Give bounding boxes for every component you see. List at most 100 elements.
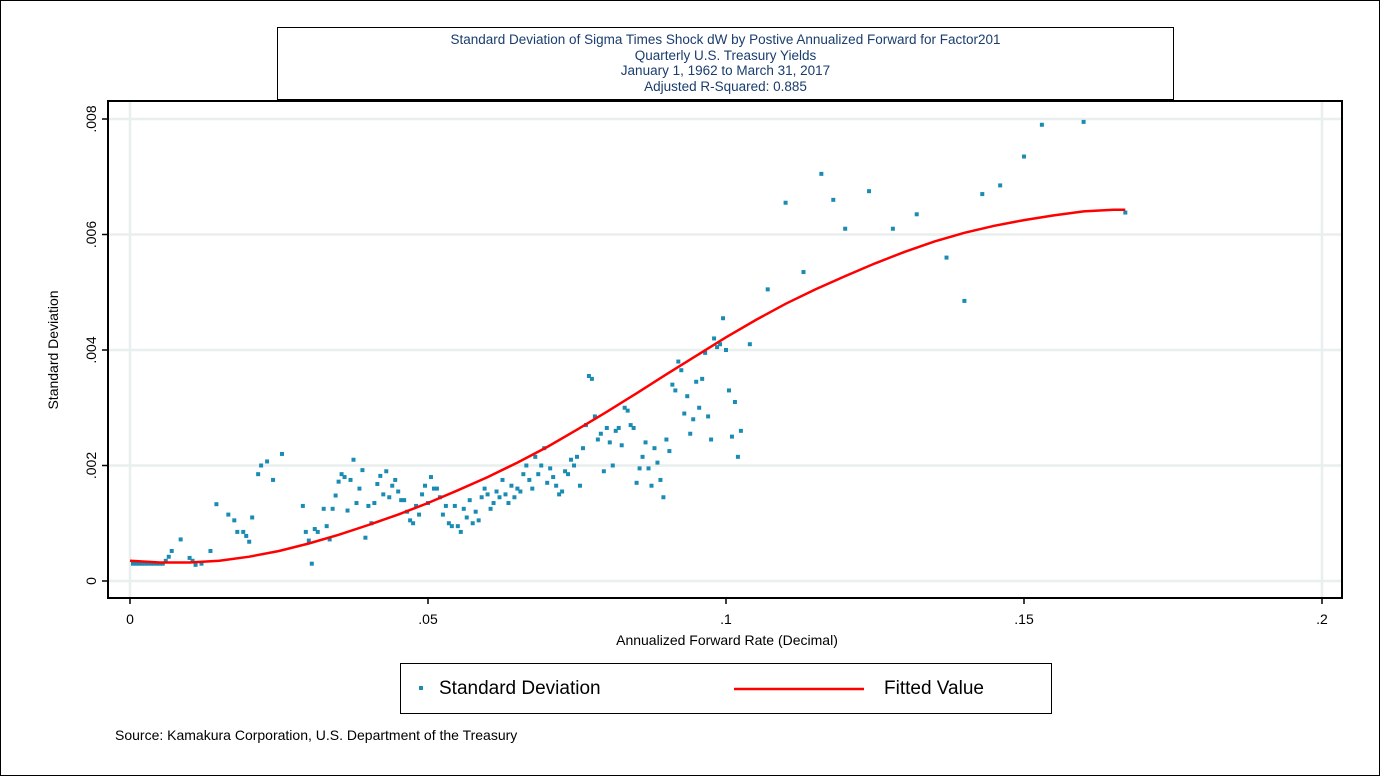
y-tick-label: .006 xyxy=(83,221,99,248)
data-point xyxy=(539,463,544,468)
data-point xyxy=(831,197,836,202)
data-point xyxy=(151,561,156,566)
data-point xyxy=(631,425,636,430)
data-point xyxy=(548,466,553,471)
data-point xyxy=(506,501,511,506)
data-point xyxy=(613,428,618,433)
data-point xyxy=(190,558,195,563)
data-point xyxy=(178,537,183,542)
data-point xyxy=(411,521,416,526)
data-point xyxy=(467,498,472,503)
data-point xyxy=(819,171,824,176)
data-point xyxy=(479,495,484,500)
data-point xyxy=(661,495,666,500)
data-point xyxy=(339,472,344,477)
data-point xyxy=(640,454,645,459)
data-point xyxy=(616,425,621,430)
data-point xyxy=(676,359,681,364)
data-point xyxy=(625,408,630,413)
data-point xyxy=(458,529,463,534)
data-point xyxy=(646,466,651,471)
data-point xyxy=(166,554,171,559)
data-point xyxy=(482,486,487,491)
data-point xyxy=(694,379,699,384)
data-point xyxy=(446,521,451,526)
chart-title: Standard Deviation of Sigma Times Shock … xyxy=(450,32,1001,47)
data-point xyxy=(434,486,439,491)
data-point xyxy=(309,561,314,566)
data-point xyxy=(700,376,705,381)
y-tick-label: .004 xyxy=(83,336,99,363)
data-point xyxy=(998,183,1003,188)
data-point xyxy=(1081,119,1086,124)
data-point xyxy=(569,457,574,462)
data-point xyxy=(387,495,392,500)
data-point xyxy=(735,454,740,459)
data-point xyxy=(980,192,985,197)
data-point xyxy=(715,345,720,350)
data-point xyxy=(148,561,153,566)
data-point xyxy=(241,529,246,534)
data-point xyxy=(577,483,582,488)
data-point xyxy=(348,477,353,482)
data-point xyxy=(527,477,532,482)
data-point xyxy=(142,561,147,566)
data-point xyxy=(399,498,404,503)
data-point xyxy=(303,529,308,534)
chart-subtitle-1: Quarterly U.S. Treasury Yields xyxy=(634,47,817,63)
data-point xyxy=(306,538,311,543)
data-point xyxy=(1123,210,1128,215)
data-point xyxy=(423,483,428,488)
data-point xyxy=(366,503,371,508)
data-point xyxy=(572,463,577,468)
data-point xyxy=(709,437,714,442)
data-point xyxy=(408,518,413,523)
fitted-value-line xyxy=(129,208,1126,564)
data-point xyxy=(461,506,466,511)
data-point xyxy=(670,382,675,387)
data-point xyxy=(440,512,445,517)
data-point xyxy=(351,457,356,462)
data-point xyxy=(443,503,448,508)
data-point xyxy=(619,443,624,448)
data-point xyxy=(193,562,198,567)
x-tick-label: .2 xyxy=(1316,611,1328,627)
data-point xyxy=(688,431,693,436)
data-point xyxy=(598,431,603,436)
data-point xyxy=(551,475,556,480)
data-point xyxy=(679,368,684,373)
chart-title-box: Standard Deviation of Sigma Times Shock … xyxy=(277,27,1174,100)
data-point xyxy=(250,515,255,520)
data-point xyxy=(843,226,848,231)
data-point xyxy=(130,561,135,566)
data-point xyxy=(566,472,571,477)
y-axis-label: Standard Deviation xyxy=(45,290,61,409)
data-point xyxy=(139,561,144,566)
data-point xyxy=(393,477,398,482)
data-point xyxy=(691,417,696,422)
data-point xyxy=(536,472,541,477)
data-point xyxy=(363,535,368,540)
data-point xyxy=(580,446,585,451)
data-point xyxy=(563,469,568,474)
data-point xyxy=(726,388,731,393)
data-point xyxy=(524,463,529,468)
y-tick-label: .002 xyxy=(83,452,99,479)
data-point xyxy=(300,503,305,508)
data-point xyxy=(485,492,490,497)
data-point xyxy=(259,463,264,468)
data-point xyxy=(652,446,657,451)
data-point xyxy=(235,529,240,534)
data-point xyxy=(327,537,332,542)
data-point xyxy=(232,518,237,523)
data-point xyxy=(214,502,219,507)
data-point xyxy=(378,473,383,478)
data-point xyxy=(628,423,633,428)
legend-marker-line-icon xyxy=(734,687,864,690)
data-point xyxy=(718,342,723,347)
data-point xyxy=(381,492,386,497)
data-point xyxy=(637,466,642,471)
data-point xyxy=(512,495,517,500)
data-point xyxy=(801,270,806,275)
